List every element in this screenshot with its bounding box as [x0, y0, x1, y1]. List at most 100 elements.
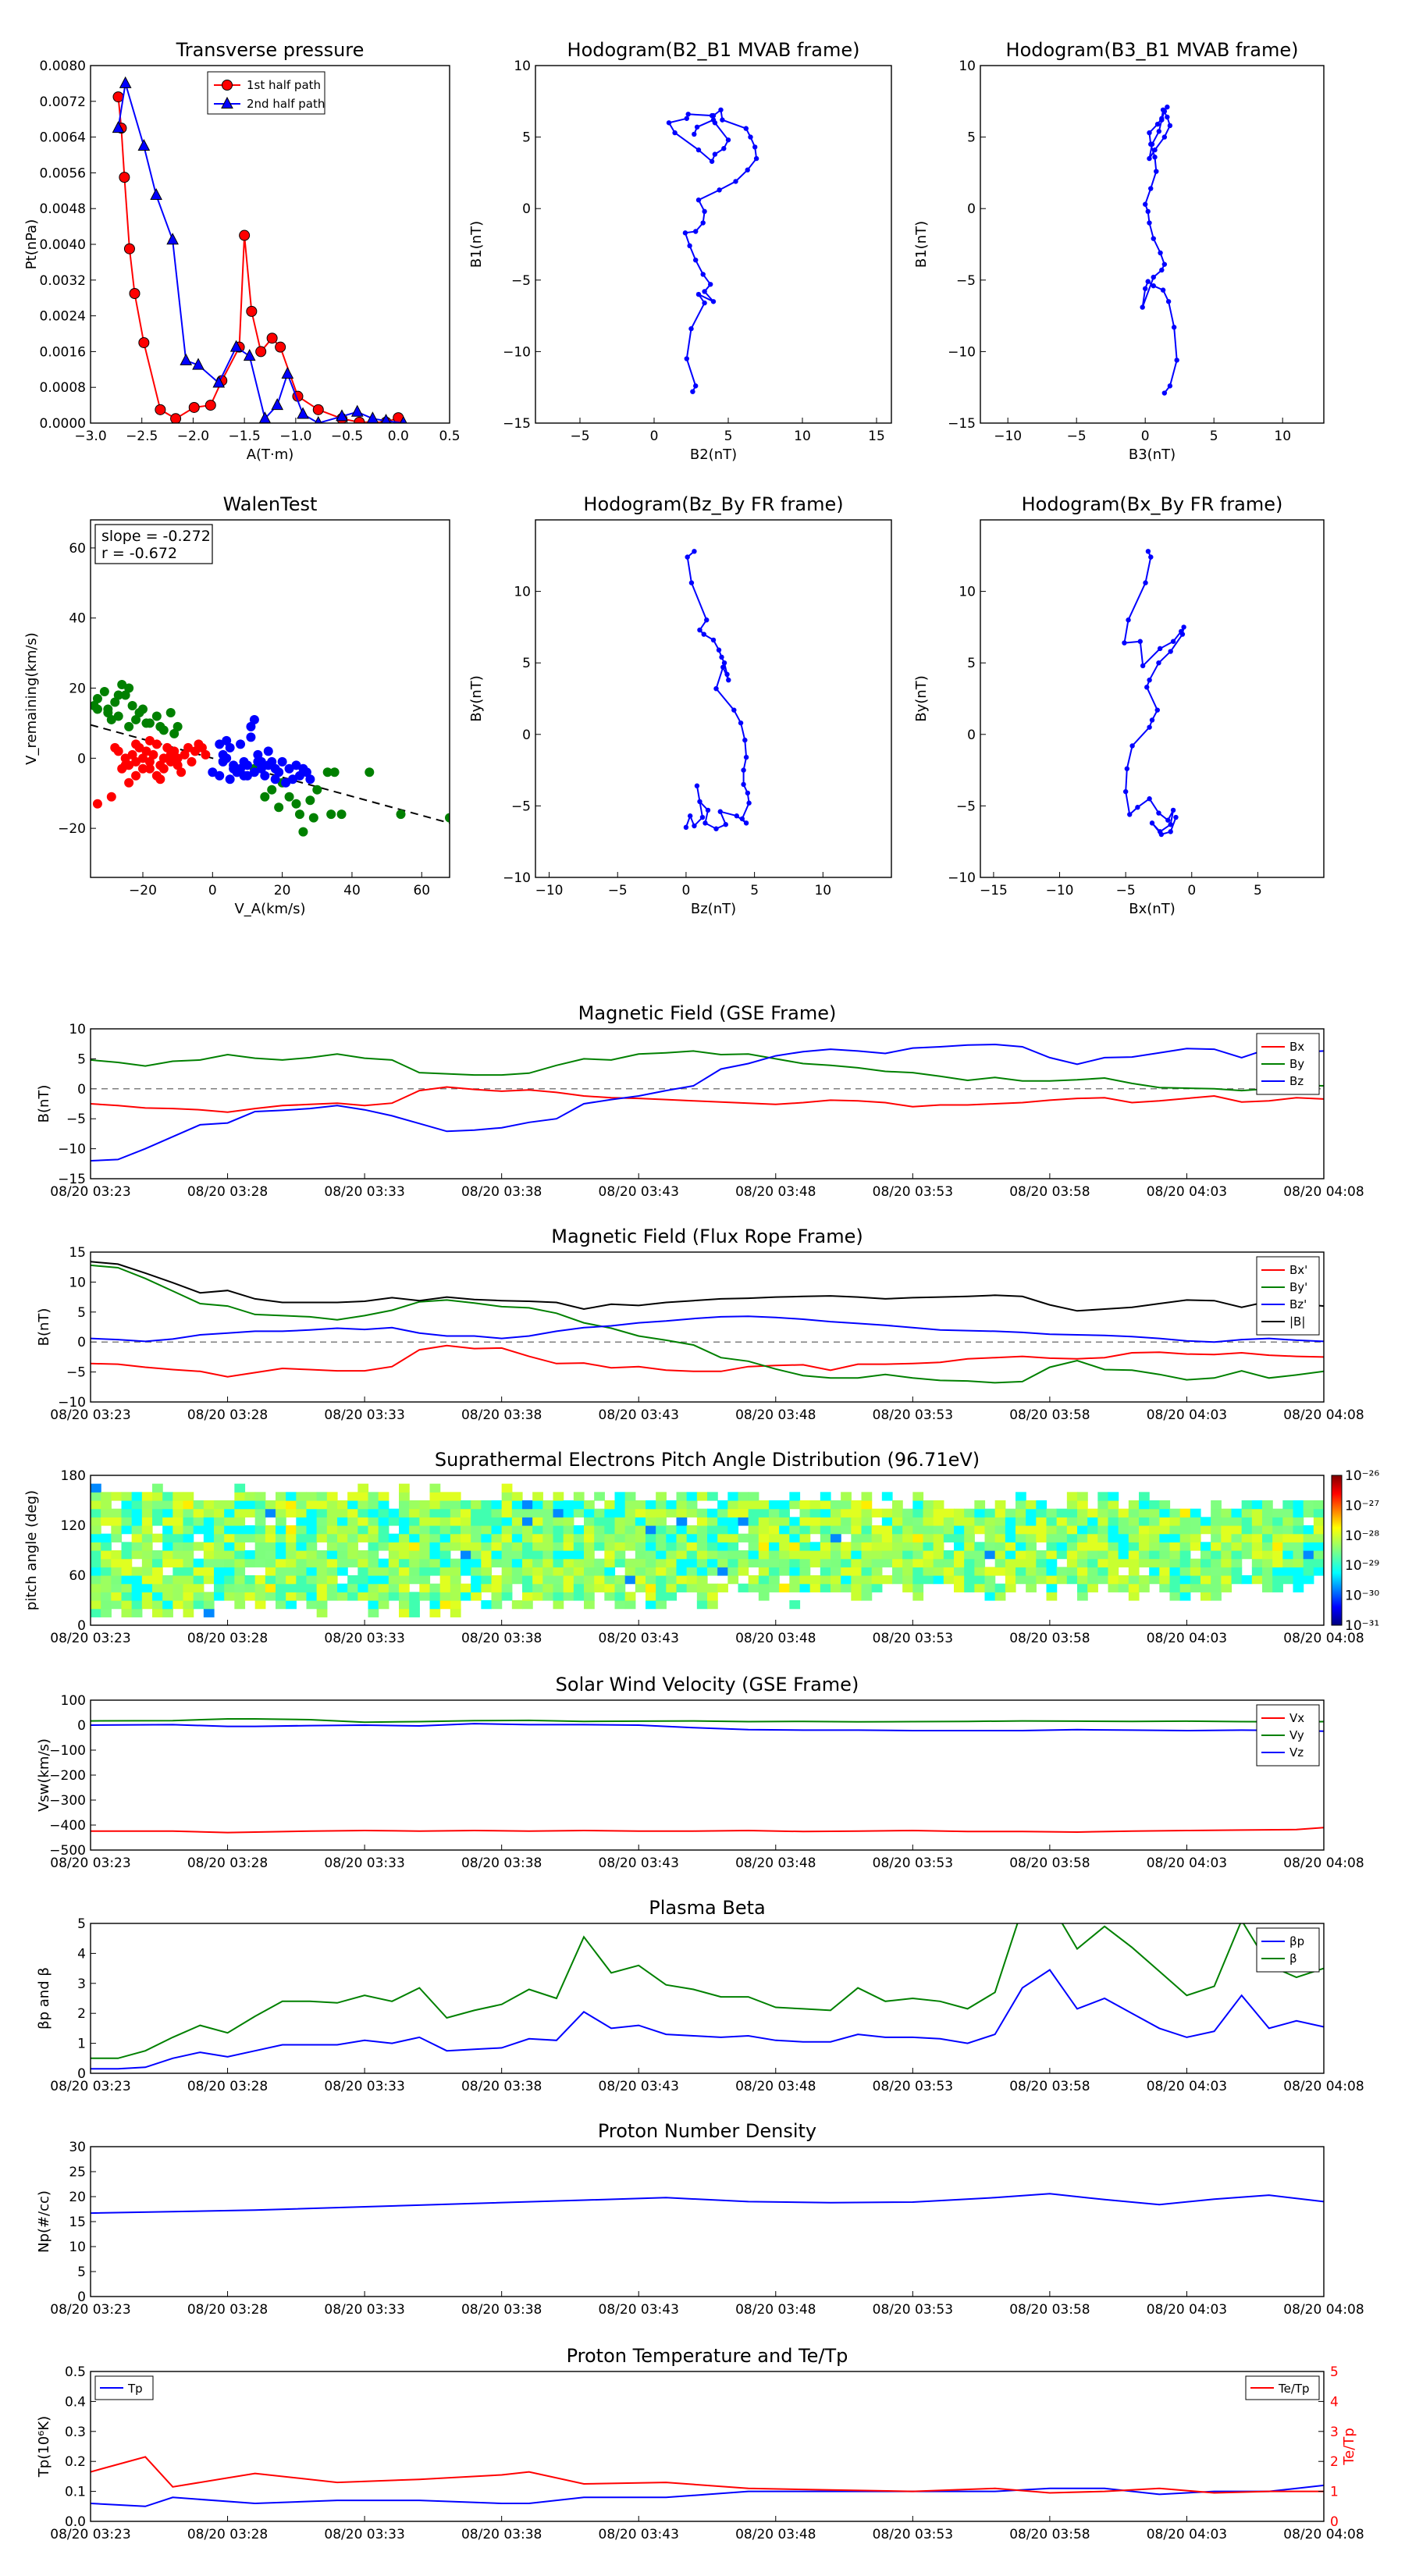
pad-cell: [1005, 1583, 1016, 1592]
pad-cell: [522, 1558, 533, 1567]
pad-cell: [357, 1592, 369, 1601]
wt-point: [155, 721, 165, 731]
beta-series-line: [91, 1923, 1324, 2059]
pad-cell: [1118, 1575, 1129, 1585]
tp-series-marker: [350, 404, 364, 417]
h3-xtick-label: −5: [608, 883, 628, 898]
pad-cell: [676, 1533, 688, 1542]
pad-cell: [121, 1600, 133, 1610]
pad-cell: [388, 1542, 400, 1551]
vsw-axes-frame: [90, 1699, 1325, 1851]
h4-series-marker: [1168, 822, 1173, 827]
pad-cell: [254, 1533, 266, 1542]
pad-cell: [717, 1567, 728, 1576]
pad-cell: [994, 1567, 1006, 1576]
pad-cell: [1231, 1517, 1243, 1526]
pad-cell: [1087, 1517, 1098, 1526]
wt-point: [326, 809, 336, 820]
pad-cell: [491, 1542, 503, 1551]
pad-cell: [676, 1567, 688, 1576]
pad-cell: [419, 1525, 431, 1535]
wt-ytick-label: 0: [77, 751, 86, 767]
pad-cell: [1036, 1517, 1048, 1526]
pad-cell: [820, 1492, 831, 1501]
h3-series-marker: [743, 820, 749, 826]
pad-cell: [388, 1567, 400, 1576]
pad-cell: [450, 1517, 461, 1526]
h1-series-marker: [693, 257, 699, 263]
pad-cell: [368, 1575, 379, 1585]
pad-cell: [994, 1558, 1006, 1567]
pad-cell: [419, 1575, 431, 1585]
pad-cell: [193, 1592, 205, 1601]
wt-title: WalenTest: [223, 493, 318, 515]
mf_gse-plot-area: [91, 1043, 1324, 1162]
h3-series-marker: [705, 807, 711, 813]
pad-cell: [316, 1533, 328, 1542]
pad-cell: [1056, 1517, 1068, 1526]
wt-point: [113, 690, 123, 700]
pad-cell: [563, 1550, 574, 1560]
pad-cell: [1118, 1542, 1129, 1551]
pad-cell: [994, 1550, 1006, 1560]
beta-ytick-label: 0: [77, 2066, 86, 2082]
pad-cell: [409, 1508, 420, 1517]
np-xtick-label: 08/20 03:58: [1009, 2302, 1090, 2318]
pad-cell: [1221, 1542, 1232, 1551]
pad-cell: [738, 1508, 749, 1517]
pad-cell: [954, 1550, 965, 1560]
pad-cell: [203, 1608, 215, 1617]
pad-cell: [1251, 1567, 1263, 1576]
tp_tr-ytick-right-label: 3: [1330, 2425, 1339, 2440]
pad-cell: [347, 1550, 358, 1560]
pad-cell: [1026, 1533, 1037, 1542]
pad-cell: [347, 1525, 358, 1535]
pad-cell: [234, 1600, 246, 1610]
pad-cell: [337, 1542, 348, 1551]
pad-cell: [1251, 1558, 1263, 1567]
pad-cell: [501, 1558, 513, 1567]
pad-cell: [1066, 1567, 1078, 1576]
tp_tr-ytick-right-label: 5: [1330, 2364, 1339, 2380]
h2-series-marker: [1152, 147, 1158, 153]
pad-cell: [1251, 1525, 1263, 1535]
pad-cell: [337, 1592, 348, 1601]
pad-cell: [357, 1500, 369, 1510]
pad-cell: [121, 1567, 133, 1576]
tp-ylabel: Pt(nPa): [23, 219, 40, 269]
h1-series-marker: [752, 144, 758, 150]
pad-cell: [573, 1500, 585, 1510]
pad-cell: [419, 1508, 431, 1517]
pad-cell: [357, 1575, 369, 1585]
h2-series-marker: [1154, 121, 1161, 127]
pad-cell: [604, 1567, 616, 1576]
pad-cell: [234, 1592, 246, 1601]
pad-cell: [1282, 1508, 1294, 1517]
pad-cell: [542, 1567, 554, 1576]
pad-cell: [162, 1500, 173, 1510]
pad-cell: [696, 1492, 708, 1501]
pad-xtick-label: 08/20 04:03: [1147, 1631, 1227, 1646]
pad-cell: [666, 1550, 678, 1560]
tp-series-marker: [400, 415, 407, 423]
pad-cell: [1211, 1525, 1222, 1535]
tp-series-marker: [123, 243, 135, 254]
pad-cell: [368, 1550, 379, 1560]
wt-point: [113, 711, 123, 721]
pad-cell: [1026, 1508, 1037, 1517]
pad-cell: [820, 1508, 831, 1517]
pad-cell: [1293, 1525, 1304, 1535]
pad-cell: [224, 1583, 235, 1592]
np-ytick-label: 5: [77, 2265, 86, 2280]
pad-cell: [902, 1583, 913, 1592]
pad-cell: [326, 1500, 338, 1510]
h1-series-marker: [684, 116, 689, 121]
pad-cell: [1077, 1500, 1088, 1510]
pad-cell: [357, 1492, 369, 1501]
pad-cell: [1262, 1575, 1273, 1585]
pad-cell: [563, 1500, 574, 1510]
wt-point: [445, 813, 450, 823]
pad-cell: [769, 1525, 780, 1535]
h3-series-marker: [692, 549, 697, 554]
pad-cell: [964, 1558, 975, 1567]
